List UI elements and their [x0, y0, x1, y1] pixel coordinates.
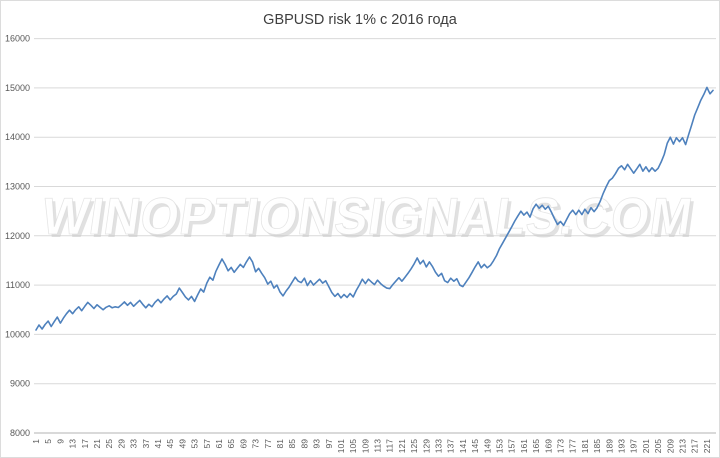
x-axis-tick-label: 185 — [592, 439, 602, 453]
x-axis-tick-label: 173 — [556, 439, 566, 453]
x-axis-tick-label: 1 — [31, 439, 41, 444]
watermark: WINOPTIONSIGNALS.COM WINOPTIONSIGNALS.CO… — [38, 188, 700, 249]
x-axis-tick-label: 21 — [92, 439, 102, 449]
x-axis-tick-label: 53 — [190, 439, 200, 449]
x-axis-tick-label: 97 — [324, 439, 334, 449]
x-axis-tick-label: 217 — [690, 439, 700, 453]
x-axis-tick-label: 189 — [604, 439, 614, 453]
x-axis-tick-label: 13 — [68, 439, 78, 449]
x-axis-tick-label: 33 — [129, 439, 139, 449]
x-axis-tick-label: 77 — [263, 439, 273, 449]
x-axis-tick-label: 157 — [507, 439, 517, 453]
x-axis-tick-label: 9 — [55, 439, 65, 444]
y-axis-tick-label: 10000 — [5, 329, 30, 339]
x-axis-tick-label: 117 — [385, 439, 395, 453]
x-axis-tick-label: 109 — [360, 439, 370, 453]
series-lines — [35, 86, 714, 331]
x-axis-tick-label: 205 — [653, 439, 663, 453]
x-axis-tick-label: 105 — [348, 439, 358, 453]
x-axis-tick-label: 161 — [519, 439, 529, 453]
x-axis-tick-label: 209 — [665, 439, 675, 453]
x-axis-tick-label: 177 — [568, 439, 578, 453]
x-axis-tick-label: 145 — [470, 439, 480, 453]
y-axis-tick-label: 9000 — [10, 379, 30, 389]
x-axis-tick-label: 137 — [446, 439, 456, 453]
watermark-text: WINOPTIONSIGNALS.COM — [38, 188, 696, 246]
y-axis-tick-label: 11000 — [6, 280, 30, 290]
x-axis-tick-label: 129 — [421, 439, 431, 453]
x-axis-tick-label: 149 — [482, 439, 492, 453]
x-axis-tick-label: 201 — [641, 439, 651, 453]
y-axis-tick-label: 13000 — [5, 182, 30, 192]
x-axis-tick-label: 113 — [373, 439, 383, 453]
x-axis-tick-label: 133 — [434, 439, 444, 453]
y-axis-tick-label: 14000 — [5, 132, 30, 142]
x-axis-tick-label: 45 — [165, 439, 175, 449]
y-axis-tick-label: 15000 — [5, 83, 30, 93]
equity-curve-line — [35, 86, 714, 331]
x-axis-tick-label: 61 — [214, 439, 224, 449]
x-axis-tick-label: 85 — [287, 439, 297, 449]
y-axis-tick-label: 16000 — [5, 34, 30, 44]
x-axis-tick-label: 141 — [458, 439, 468, 453]
x-axis-tick-label: 89 — [299, 439, 309, 449]
x-axis-tick-label: 221 — [702, 439, 712, 453]
x-axis-tick-label: 69 — [238, 439, 248, 449]
x-axis-tick-label: 121 — [397, 439, 407, 453]
x-axis-tick-label: 193 — [617, 439, 627, 453]
x-axis-tick-label: 81 — [275, 439, 285, 449]
y-axis-labels: 8000 9000 10000 11000 12000 13000 14000 15000 16… — [5, 34, 30, 438]
x-axis-tick-label: 65 — [226, 439, 236, 449]
x-axis-tick-label: 153 — [495, 439, 505, 453]
x-axis-tick-label: 197 — [629, 439, 639, 453]
x-axis-tick-label: 93 — [312, 439, 322, 449]
x-axis-tick-label: 213 — [678, 439, 688, 453]
x-axis-tick-label: 49 — [177, 439, 187, 449]
gridlines — [34, 38, 716, 434]
y-axis-tick-label: 12000 — [5, 231, 30, 241]
x-axis-tick-label: 165 — [531, 439, 541, 453]
x-axis-tick-label: 73 — [251, 439, 261, 449]
watermark-shadow-text: WINOPTIONSIGNALS.COM — [41, 191, 699, 249]
y-axis-tick-label: 8000 — [10, 428, 30, 438]
x-axis-tick-label: 5 — [43, 439, 53, 444]
x-axis-tick-label: 101 — [336, 439, 346, 453]
x-axis-tick-label: 181 — [580, 439, 590, 453]
x-axis-tick-label: 25 — [104, 439, 114, 449]
x-axis-tick-label: 57 — [202, 439, 212, 449]
x-axis-tick-label: 125 — [409, 439, 419, 453]
x-axis-tick-label: 37 — [141, 439, 151, 449]
x-axis-tick-label: 169 — [543, 439, 553, 453]
x-axis-labels: 1 5 9 13 17 21 25 29 33 37 41 45 49 53 57 61 65 69 73 77 81 8… — [31, 439, 712, 453]
x-axis-tick-label: 29 — [116, 439, 126, 449]
chart-title: GBPUSD risk 1% с 2016 года — [263, 12, 458, 28]
x-axis-tick-label: 41 — [153, 439, 163, 449]
x-axis-tick-label: 17 — [80, 439, 90, 449]
